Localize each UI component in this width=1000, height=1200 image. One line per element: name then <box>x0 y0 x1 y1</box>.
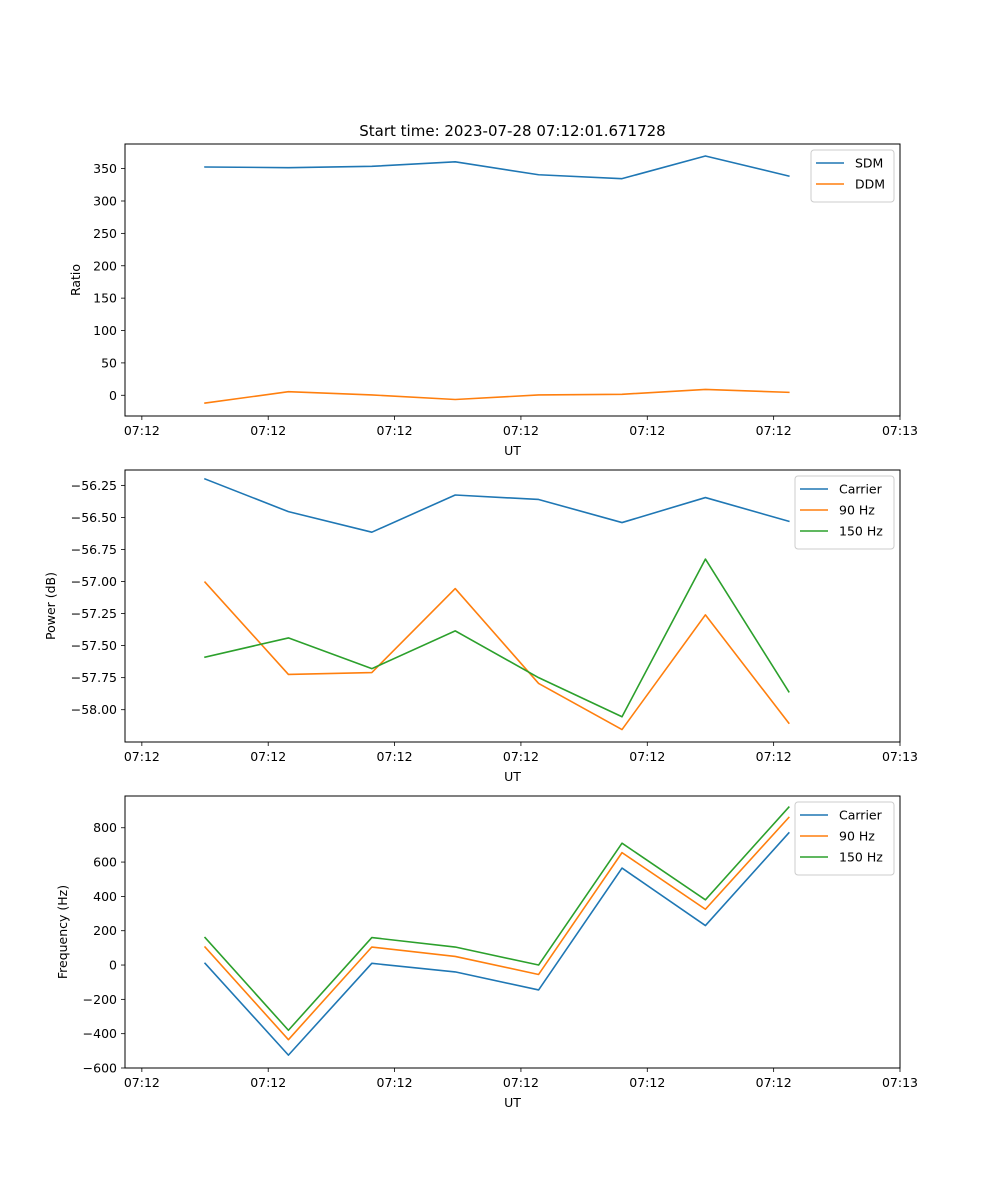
y-tick-label: −400 <box>83 1026 117 1041</box>
x-tick-label: 07:12 <box>629 749 665 764</box>
axes-frame <box>124 469 901 743</box>
y-tick-label: −57.25 <box>71 606 117 621</box>
axes-frame <box>124 795 901 1069</box>
y-tick-label: 200 <box>93 258 117 273</box>
y-tick-label: 600 <box>93 855 117 870</box>
legend-label: 90 Hz <box>839 829 875 844</box>
x-tick-label: 07:12 <box>756 749 792 764</box>
x-tick-label: 07:12 <box>503 749 539 764</box>
y-tick-label: −57.50 <box>71 638 117 653</box>
series-line-90-hz <box>203 816 790 1041</box>
x-tick-label: 07:12 <box>250 749 286 764</box>
x-tick-label: 07:12 <box>124 749 160 764</box>
x-tick-label: 07:12 <box>377 1075 413 1090</box>
legend: SDM DDM <box>810 149 895 203</box>
series-line-carrier <box>203 477 790 533</box>
x-tick-label: 07:12 <box>503 423 539 438</box>
x-tick-label: 07:12 <box>124 1075 160 1090</box>
legend-label: SDM <box>855 156 883 171</box>
legend-label: 150 Hz <box>839 850 883 865</box>
x-axis-label: UT <box>504 1095 521 1110</box>
axes-frame <box>124 143 901 417</box>
x-tick-label: 07:13 <box>882 749 918 764</box>
x-tick-label: 07:12 <box>250 1075 286 1090</box>
chart-title: Start time: 2023-07-28 07:12:01.671728 <box>359 122 665 140</box>
x-tick-label: 07:12 <box>377 749 413 764</box>
x-axis-label: UT <box>504 769 521 784</box>
x-tick-label: 07:12 <box>250 423 286 438</box>
y-tick-label: 150 <box>93 291 117 306</box>
power-panel: 07:12 07:12 07:12 07:12 07:12 07:12 07:13 −58.0… <box>43 469 918 784</box>
legend-label: 150 Hz <box>839 524 883 539</box>
x-tick-label: 07:12 <box>503 1075 539 1090</box>
x-tick-label: 07:13 <box>882 1075 918 1090</box>
legend-label: Carrier <box>839 808 883 823</box>
y-tick-label: 100 <box>93 323 117 338</box>
series-line-90-hz <box>203 581 790 731</box>
y-tick-label: 350 <box>93 161 117 176</box>
legend-label: Carrier <box>839 482 883 497</box>
y-tick-label: −57.75 <box>71 670 117 685</box>
legend-label: 90 Hz <box>839 503 875 518</box>
y-tick-label: −200 <box>83 992 117 1007</box>
legend: Carrier 90 Hz 150 Hz <box>794 801 895 876</box>
y-tick-label: 0 <box>109 958 117 973</box>
y-tick-label: −56.75 <box>71 542 117 557</box>
x-tick-label: 07:12 <box>756 423 792 438</box>
x-tick-label: 07:12 <box>377 423 413 438</box>
y-tick-label: 400 <box>93 889 117 904</box>
ratio-panel: 07:12 07:12 07:12 07:12 07:12 07:12 07:13 0 50 10… <box>68 143 918 458</box>
x-tick-label: 07:13 <box>882 423 918 438</box>
x-tick-label: 07:12 <box>629 1075 665 1090</box>
x-tick-label: 07:12 <box>629 423 665 438</box>
legend-label: DDM <box>855 177 885 192</box>
y-axis-label: Ratio <box>68 264 83 296</box>
y-axis-label: Power (dB) <box>43 572 58 640</box>
y-tick-label: 200 <box>93 923 117 938</box>
x-tick-label: 07:12 <box>756 1075 792 1090</box>
frequency-panel: 07:12 07:12 07:12 07:12 07:12 07:12 07:13 −600 −… <box>55 795 918 1110</box>
series-line-ddm <box>204 388 790 404</box>
x-tick-label: 07:12 <box>124 423 160 438</box>
y-tick-label: −58.00 <box>71 702 117 717</box>
series-line-150-hz <box>203 806 790 1032</box>
y-tick-label: 300 <box>93 193 117 208</box>
x-axis-label: UT <box>504 443 521 458</box>
y-tick-label: 50 <box>101 355 117 370</box>
y-tick-label: 800 <box>93 820 117 835</box>
series-line-carrier <box>203 831 790 1056</box>
y-tick-label: −600 <box>83 1061 117 1076</box>
y-axis-label: Frequency (Hz) <box>55 885 70 979</box>
series-line-150-hz <box>204 558 790 718</box>
y-tick-label: −56.50 <box>71 510 117 525</box>
y-tick-label: 0 <box>109 388 117 403</box>
y-tick-label: −57.00 <box>71 574 117 589</box>
legend: Carrier 90 Hz 150 Hz <box>794 475 895 550</box>
y-tick-label: −56.25 <box>71 478 117 493</box>
y-tick-label: 250 <box>93 226 117 241</box>
series-line-sdm <box>204 155 790 180</box>
